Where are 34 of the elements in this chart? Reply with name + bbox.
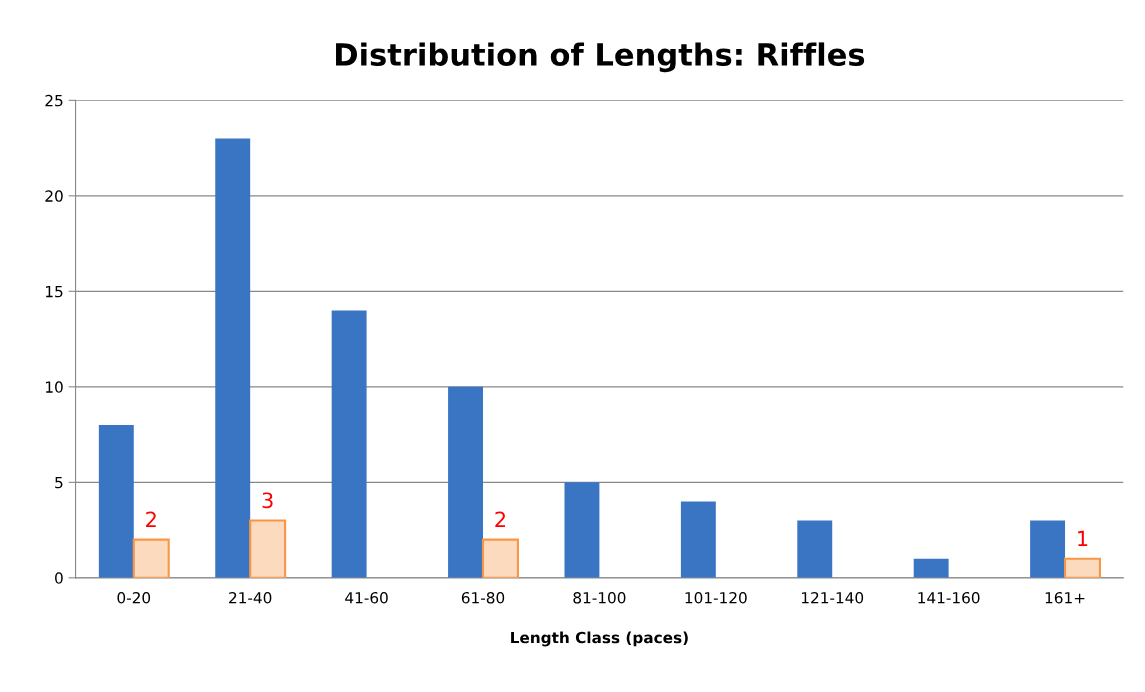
x-tick-label: 61-80: [461, 591, 505, 604]
bar: [797, 520, 833, 578]
x-tick-label: 161+: [1045, 591, 1085, 604]
chart-title: Distribution of Lengths: Riffles: [336, 42, 865, 73]
data-label: 3: [262, 492, 273, 509]
bar: [1064, 557, 1101, 578]
x-tick-label: 41-60: [345, 591, 388, 604]
y-tick-label: 10: [46, 381, 63, 393]
bar: [98, 425, 134, 578]
bar: [680, 501, 716, 578]
y-tick-label: 15: [46, 286, 63, 298]
bar: [132, 538, 170, 578]
bar: [913, 558, 949, 578]
bar: [215, 138, 251, 578]
bar: [481, 538, 519, 578]
x-tick-label: 0-20: [117, 591, 151, 604]
bar: [249, 519, 287, 578]
x-tick-label: 21-40: [229, 591, 272, 604]
data-label: 1: [1078, 530, 1088, 547]
bar: [448, 386, 483, 578]
y-tick-label: 0: [55, 572, 63, 584]
bar: [1030, 520, 1066, 578]
x-axis-title: Length Class (paces): [511, 631, 688, 647]
y-tick-label: 20: [45, 190, 63, 202]
x-tick-label: 141-160: [918, 591, 980, 604]
x-tick-label: 81-100: [573, 591, 626, 604]
bar: [564, 482, 600, 578]
data-label: 2: [146, 511, 156, 527]
bar: [331, 310, 367, 578]
y-tick-label: 5: [55, 476, 63, 489]
x-tick-label: 101-120: [685, 591, 747, 604]
data-label: 2: [495, 511, 505, 527]
y-tick-label: 25: [45, 94, 63, 107]
x-tick-label: 121-140: [801, 591, 864, 604]
